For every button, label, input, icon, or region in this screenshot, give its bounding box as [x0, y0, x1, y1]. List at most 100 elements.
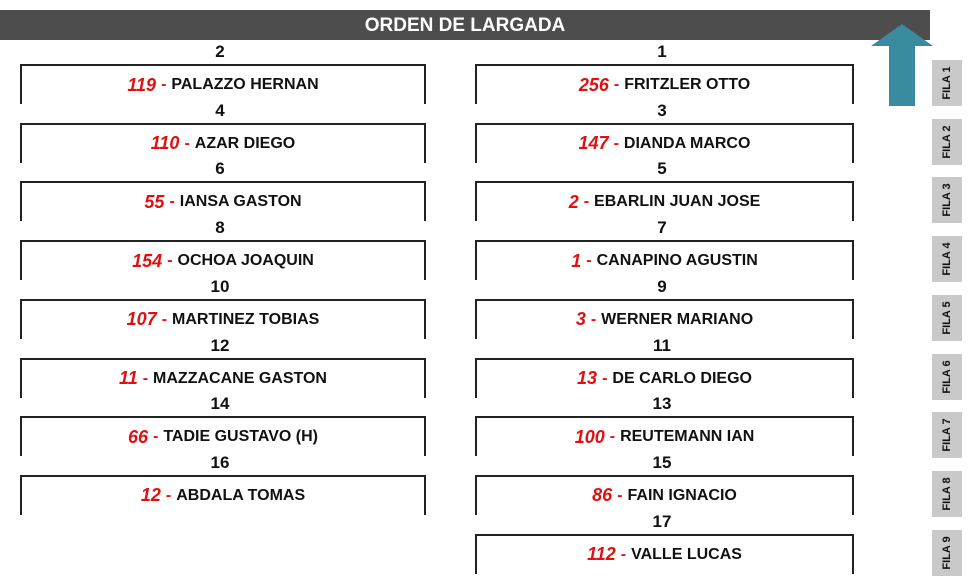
grid-position: 15: [652, 452, 672, 472]
car-number: 55: [144, 191, 165, 212]
grid-position: 14: [210, 394, 230, 414]
separator: -: [184, 134, 190, 152]
grid-position: 5: [657, 159, 667, 179]
separator: -: [167, 252, 173, 270]
driver-name: EBARLIN JUAN JOSE: [594, 193, 761, 211]
grid-position: 2: [215, 42, 225, 61]
driver-slot: 2- EBARLIN JUAN JOSE: [475, 181, 854, 222]
separator: -: [161, 76, 167, 93]
grid-position: 4: [215, 100, 225, 120]
car-number: 147: [578, 133, 609, 154]
row-label: FILA 1: [932, 60, 962, 106]
car-number: 13: [577, 368, 598, 388]
separator: -: [620, 545, 627, 563]
driver-name: OCHOA JOAQUIN: [177, 252, 314, 270]
grid-position: 1: [657, 42, 667, 61]
driver-name: TADIE GUSTAVO (H): [163, 428, 318, 446]
row-label-text: FILA 6: [941, 359, 953, 394]
grid-position: 11: [653, 335, 671, 355]
grid-position: 10: [210, 276, 230, 296]
grid-position: 16: [210, 452, 230, 472]
car-number: 3: [575, 309, 586, 330]
car-number: 112: [587, 544, 616, 565]
page-title: ORDEN DE LARGADA: [0, 10, 930, 40]
driver-name: MAZZACANE GASTON: [153, 369, 327, 387]
separator: -: [617, 486, 623, 504]
driver-slot: 3- WERNER MARIANO: [475, 298, 854, 339]
driver-slot: 256- FRITZLER OTTO: [475, 64, 854, 104]
row-label: FILA 7: [932, 412, 962, 459]
row-label-text: FILA 4: [941, 242, 953, 276]
separator: -: [161, 310, 168, 328]
car-number: 12: [140, 485, 161, 506]
driver-slot: 154- OCHOA JOAQUIN: [20, 240, 426, 281]
driver-name: FAIN IGNACIO: [627, 486, 737, 504]
car-number: 100: [574, 426, 605, 447]
driver-name: ABDALA TOMAS: [176, 486, 306, 504]
separator: -: [583, 193, 590, 211]
separator: -: [586, 252, 592, 270]
driver-name: DIANDA MARCO: [623, 134, 751, 152]
row-label: FILA 2: [932, 118, 962, 165]
row-label-text: FILA 2: [941, 125, 953, 159]
driver-slot: 66- TADIE GUSTAVO (H): [20, 416, 426, 457]
car-number: 154: [132, 250, 163, 271]
row-label-text: FILA 1: [941, 66, 953, 100]
row-label-text: FILA 7: [941, 418, 953, 452]
driver-slot: 12- ABDALA TOMAS: [20, 474, 426, 515]
car-number: 66: [127, 426, 149, 447]
driver-slot: 86- FAIN IGNACIO: [475, 474, 854, 515]
grid-position: 6: [215, 159, 225, 179]
driver-name: IANSA GASTON: [179, 193, 302, 211]
driver-slot: 13- DE CARLO DIEGO: [475, 357, 854, 398]
driver-name: CANAPINO AGUSTIN: [596, 252, 758, 270]
car-number: 107: [126, 309, 157, 330]
grid-position: 13: [652, 394, 672, 414]
row-label: FILA 8: [932, 470, 962, 517]
driver-slot: 110- AZAR DIEGO: [20, 122, 426, 163]
arrow-up-icon: [871, 24, 933, 106]
grid-position: 7: [657, 218, 667, 238]
car-number: 1: [571, 250, 582, 271]
grid-position: 17: [652, 511, 672, 531]
row-label-text: FILA 8: [941, 477, 953, 511]
car-number: 86: [592, 485, 613, 506]
driver-slot: 55- IANSA GASTON: [20, 181, 426, 222]
separator: -: [590, 310, 597, 328]
driver-slot: 100- REUTEMANN IAN: [475, 416, 854, 457]
driver-slot: 11- MAZZACANE GASTON: [20, 357, 426, 398]
separator: -: [153, 428, 159, 446]
row-label: FILA 3: [932, 177, 962, 224]
row-label-text: FILA 3: [941, 183, 953, 217]
separator: -: [609, 428, 616, 446]
car-number: 110: [150, 133, 180, 154]
separator: -: [613, 76, 620, 93]
separator: -: [613, 134, 619, 152]
driver-name: REUTEMANN IAN: [620, 428, 755, 446]
separator: -: [142, 369, 149, 387]
driver-name: MARTINEZ TOBIAS: [172, 310, 320, 328]
grid-position: 12: [210, 335, 230, 355]
driver-name: PALAZZO HERNAN: [171, 76, 319, 93]
driver-slot: 112- VALLE LUCAS: [475, 533, 854, 574]
row-label: FILA 4: [932, 236, 962, 283]
driver-name: DE CARLO DIEGO: [612, 369, 752, 387]
driver-name: WERNER MARIANO: [601, 310, 754, 328]
car-number: 2: [568, 191, 579, 212]
driver-slot: 147- DIANDA MARCO: [475, 122, 854, 163]
driver-slot: 107- MARTINEZ TOBIAS: [20, 298, 426, 339]
separator: -: [165, 486, 172, 504]
driver-slot: 1- CANAPINO AGUSTIN: [475, 240, 854, 281]
driver-name: AZAR DIEGO: [194, 134, 296, 152]
row-label-text: FILA 9: [941, 535, 953, 570]
row-label: FILA 6: [932, 353, 962, 400]
grid-position: 9: [657, 276, 667, 296]
row-label-text: FILA 5: [941, 301, 953, 335]
driver-name: FRITZLER OTTO: [624, 76, 751, 93]
grid-position: 8: [215, 218, 225, 238]
driver-name: VALLE LUCAS: [631, 545, 742, 563]
separator: -: [602, 369, 608, 387]
grid-position: 3: [657, 100, 667, 120]
car-number: 119: [127, 74, 157, 95]
separator: -: [169, 193, 175, 211]
